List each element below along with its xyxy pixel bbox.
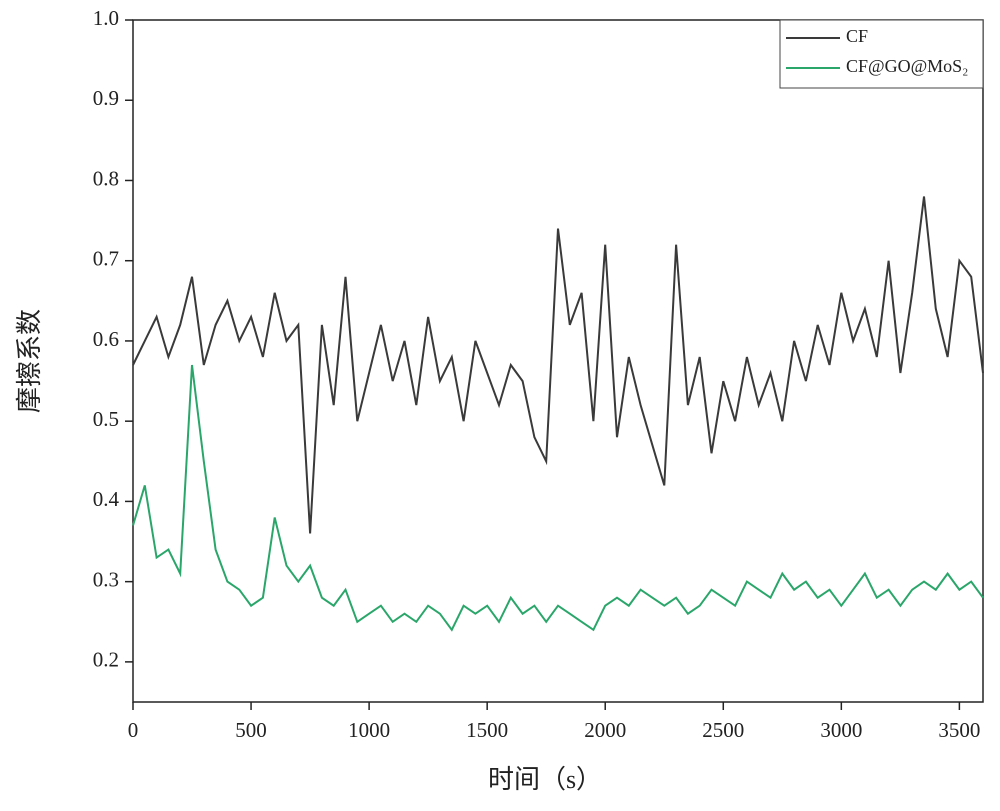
x-tick-label: 1000 (348, 718, 390, 742)
y-tick-label: 0.3 (93, 567, 119, 591)
x-tick-label: 2500 (702, 718, 744, 742)
y-tick-label: 0.6 (93, 327, 119, 351)
y-tick-label: 0.4 (93, 487, 120, 511)
y-tick-label: 0.9 (93, 86, 119, 110)
x-tick-label: 3500 (938, 718, 980, 742)
series-line (133, 365, 983, 630)
x-tick-label: 2000 (584, 718, 626, 742)
y-tick-label: 0.5 (93, 407, 119, 431)
x-tick-label: 500 (235, 718, 267, 742)
y-tick-label: 0.2 (93, 648, 119, 672)
x-tick-label: 1500 (466, 718, 508, 742)
y-tick-label: 1.0 (93, 6, 119, 30)
y-tick-label: 0.7 (93, 247, 119, 271)
series-line (133, 197, 983, 534)
x-tick-label: 3000 (820, 718, 862, 742)
legend-label: CF (846, 26, 868, 46)
x-tick-label: 0 (128, 718, 139, 742)
x-axis-label: 时间（s） (488, 765, 602, 794)
legend-label: CF@GO@MoS₂ (846, 56, 968, 76)
y-tick-label: 0.8 (93, 166, 119, 190)
legend-box (780, 20, 983, 88)
y-axis-label: 摩擦系数 (15, 309, 44, 413)
